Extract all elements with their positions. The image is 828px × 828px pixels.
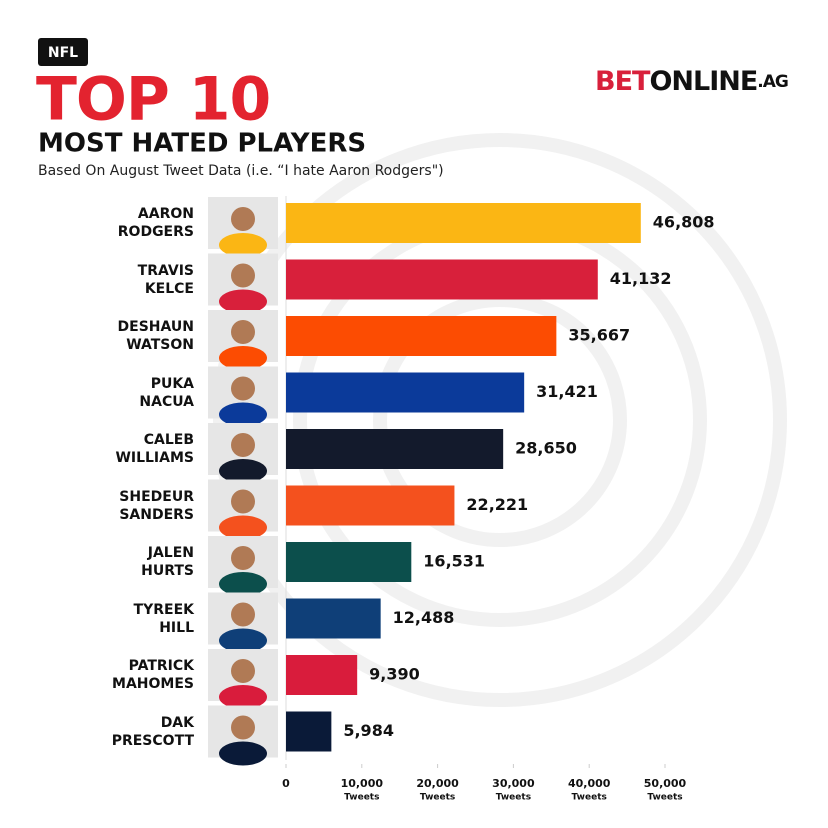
photo-body	[219, 233, 267, 257]
logo: BETONLINE.AG	[595, 66, 788, 97]
badge: NFL	[48, 45, 78, 61]
player-photo	[208, 479, 278, 540]
logo-ag: .AG	[757, 72, 788, 92]
photo-head	[231, 207, 255, 231]
photo-head	[231, 263, 255, 288]
x-unit: Tweets	[572, 793, 607, 803]
x-tick-label: 40,000	[568, 777, 611, 790]
photo-body	[219, 628, 267, 653]
photo-head	[231, 602, 255, 627]
player-photo	[208, 253, 278, 314]
player-photo	[208, 197, 278, 257]
photo-body	[219, 741, 267, 766]
photo-body	[219, 402, 267, 427]
bar	[286, 203, 641, 243]
player-photo	[208, 310, 278, 370]
photo-head	[231, 715, 255, 740]
x-tick-label: 20,000	[416, 777, 459, 790]
player-photo	[208, 705, 278, 766]
photo-body	[219, 515, 267, 540]
category-label: CALEB WILLIAMS	[115, 432, 194, 466]
photo-body	[219, 346, 267, 370]
logo-bet: BET	[595, 66, 651, 97]
value-label: 28,650	[515, 439, 577, 458]
category-label: TYREEK HILL	[133, 601, 194, 636]
x-unit: Tweets	[496, 793, 531, 803]
value-label: 12,488	[393, 608, 455, 627]
photo-head	[231, 376, 255, 401]
category-label: SHEDEUR SANDERS	[119, 488, 194, 523]
category-label: DESHAUN WATSON	[117, 319, 194, 353]
photo-head	[231, 320, 255, 344]
bar	[286, 372, 525, 413]
x-tick-label: 50,000	[644, 777, 687, 790]
photo-body	[219, 459, 267, 483]
photo-head	[231, 489, 255, 514]
x-tick-label: 10,000	[341, 777, 384, 790]
photo-body	[219, 289, 267, 314]
value-label: 41,132	[610, 269, 672, 288]
chart-subtitle: MOST HATED PLAYERS	[38, 129, 366, 159]
bar	[286, 485, 455, 526]
bar	[286, 542, 412, 582]
bar	[286, 316, 557, 356]
category-label: DAK PRESCOTT	[111, 714, 194, 749]
photo-head	[231, 546, 255, 570]
x-unit: Tweets	[344, 793, 379, 803]
player-photo	[208, 423, 278, 483]
value-label: 22,221	[466, 495, 528, 514]
value-label: 5,984	[343, 721, 394, 740]
value-label: 35,667	[568, 326, 630, 345]
photo-body	[219, 685, 267, 709]
player-photo	[208, 649, 278, 709]
value-label: 9,390	[369, 665, 420, 684]
category-label: AARON RODGERS	[117, 206, 194, 240]
logo-online: ONLINE	[649, 66, 757, 97]
chart-title: TOP 10	[36, 65, 270, 135]
value-label: 16,531	[423, 552, 485, 571]
photo-head	[231, 433, 255, 457]
player-photo	[208, 536, 278, 596]
bar	[286, 655, 358, 695]
value-label: 46,808	[653, 213, 715, 232]
photo-body	[219, 572, 267, 596]
category-label: PUKA NACUA	[139, 375, 194, 410]
player-photo	[208, 592, 278, 653]
x-tick-label: 30,000	[492, 777, 535, 790]
x-unit: Tweets	[420, 793, 455, 803]
x-tick-label: 0	[282, 777, 290, 790]
bar	[286, 429, 504, 469]
category-label: JALEN HURTS	[141, 545, 194, 579]
bar	[286, 598, 381, 639]
photo-head	[231, 659, 255, 683]
category-label: TRAVIS KELCE	[137, 262, 194, 297]
chart-note: Based On August Tweet Data (i.e. “I hate…	[38, 163, 444, 179]
value-label: 31,421	[536, 382, 598, 401]
badge-bg	[38, 38, 88, 66]
category-label: PATRICK MAHOMES	[112, 658, 194, 692]
bar	[286, 711, 332, 752]
bar	[286, 259, 598, 300]
player-photo	[208, 366, 278, 427]
x-unit: Tweets	[647, 793, 682, 803]
